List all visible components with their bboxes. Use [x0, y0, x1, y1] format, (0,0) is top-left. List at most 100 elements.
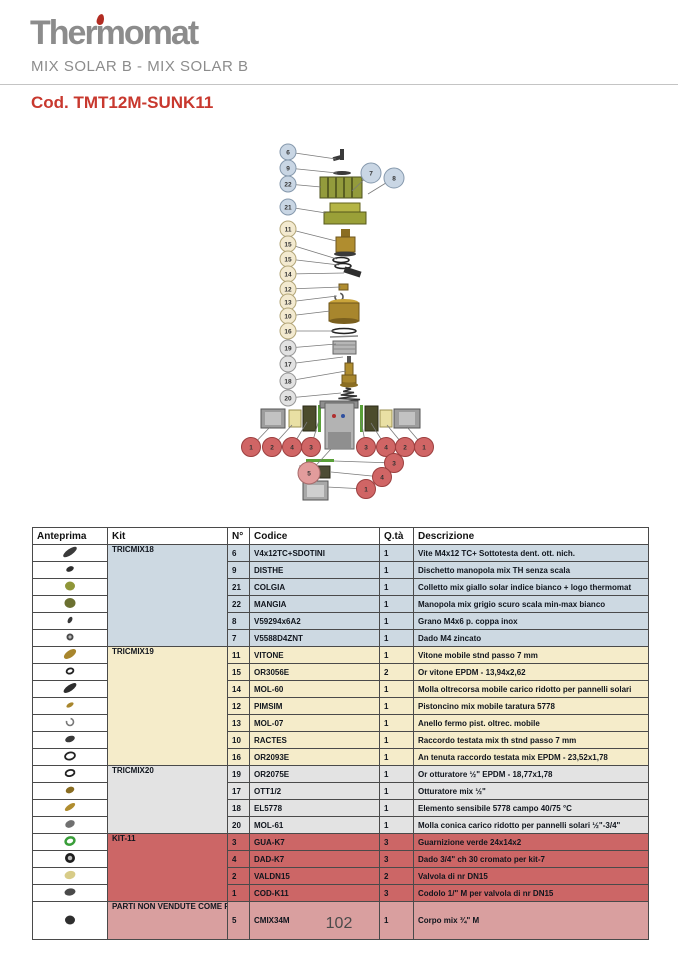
preview-cell	[32, 850, 108, 868]
part-preview-icon	[65, 735, 75, 743]
description-cell: Guarnizione verde 24x14x2	[413, 833, 649, 851]
diagram-part	[343, 266, 362, 278]
kit-cell: TRICMIX18	[107, 544, 228, 647]
code-cell: EL5778	[249, 799, 380, 817]
part-preview-icon	[65, 717, 75, 727]
svg-text:21: 21	[284, 204, 292, 211]
diagram-part	[335, 236, 356, 253]
diagram-part	[318, 405, 321, 432]
balloon-10: 10	[279, 307, 297, 325]
header-divider	[0, 84, 678, 85]
table-row: TRICMIX19 11 VITONE 1 Vitone mobile stnd pas…	[32, 646, 649, 766]
diagram-part	[364, 405, 379, 432]
preview-cell	[32, 799, 108, 817]
part-number-cell: 11	[227, 646, 250, 664]
balloon-leader-line	[287, 258, 340, 266]
column-header-3: N°	[227, 527, 250, 545]
description-cell: Raccordo testata mix th stnd passo 7 mm	[413, 731, 649, 749]
balloon-2: 2	[395, 437, 415, 457]
description-cell: Dado M4 zincato	[413, 629, 649, 647]
svg-text:3: 3	[309, 444, 313, 451]
balloon-8: 8	[383, 167, 405, 189]
code-cell: MOL-60	[249, 680, 380, 698]
qty-cell: 1	[379, 646, 414, 664]
qty-cell: 3	[379, 884, 414, 902]
table-row: 20 MOL-61 1 Molla conica carico ridotto per…	[32, 816, 649, 834]
preview-cell	[32, 833, 108, 851]
part-number-cell: 17	[227, 782, 250, 800]
balloon-9: 9	[279, 159, 297, 177]
table-row: TRICMIX20 19 OR2075E 1 Or otturatore ½" EPDM…	[32, 765, 649, 834]
qty-cell: 1	[379, 680, 414, 698]
qty-cell: 1	[379, 578, 414, 596]
table-row: 14 MOL-60 1 Molla oltrecorsa mobile carico …	[32, 680, 649, 698]
balloon-12: 12	[279, 280, 297, 298]
part-number-cell: 18	[227, 799, 250, 817]
balloon-4: 4	[282, 437, 302, 457]
qty-cell: 1	[379, 765, 414, 783]
table-row: 18 EL5778 1 Elemento sensibile 5778 campo 4…	[32, 799, 649, 817]
part-number-cell: 3	[227, 833, 250, 851]
description-cell: Vitone mobile stnd passo 7 mm	[413, 646, 649, 664]
qty-cell: 1	[379, 782, 414, 800]
svg-text:1: 1	[422, 444, 426, 451]
svg-text:18: 18	[284, 378, 292, 385]
svg-text:6: 6	[286, 149, 290, 156]
code-cell: MOL-61	[249, 816, 380, 834]
column-header-2: Kit	[107, 527, 228, 545]
svg-text:3: 3	[392, 460, 396, 467]
part-preview-icon	[64, 768, 76, 778]
part-number-cell: 4	[227, 850, 250, 868]
diagram-part	[340, 149, 344, 160]
description-cell: Or vitone EPDM - 13,94x2,62	[413, 663, 649, 681]
balloon-1: 1	[356, 479, 376, 499]
description-cell: Manopola mix grigio scuro scala min-max …	[413, 595, 649, 613]
svg-text:10: 10	[284, 313, 292, 320]
balloon-leader-line	[287, 286, 342, 290]
diagram-part	[334, 262, 352, 270]
balloon-19: 19	[279, 339, 297, 357]
diagram-part	[341, 414, 345, 418]
parts-table: Anteprima Kit N° Codice Q.tà Descrizione TRIC…	[32, 527, 649, 940]
description-cell: Colletto mix giallo solar indice bianco …	[413, 578, 649, 596]
diagram-part	[333, 171, 351, 175]
code-cell: V59294x6A2	[249, 612, 380, 630]
part-number-cell: 15	[227, 663, 250, 681]
diagram-part	[347, 356, 351, 364]
table-row: 22 MANGIA 1 Manopola mix grigio scuro scala…	[32, 595, 649, 613]
table-row: PARTI NON VENDUTE COME RICAMBI5CMIX34M1C…	[32, 901, 649, 940]
preview-cell	[32, 680, 108, 698]
part-number-cell: 16	[227, 748, 250, 766]
preview-cell	[32, 748, 108, 766]
description-cell: Molla conica carico ridotto per pannelli…	[413, 816, 649, 834]
table-header-row: Anteprima Kit N° Codice Q.tà Descrizione	[32, 527, 649, 545]
preview-cell	[32, 595, 108, 613]
diagram-part	[334, 251, 356, 257]
balloon-leader-line	[333, 460, 395, 464]
diagram-part	[329, 318, 359, 324]
part-number-cell: 9	[227, 561, 250, 579]
preview-cell	[32, 561, 108, 579]
qty-cell: 1	[379, 544, 414, 562]
svg-text:4: 4	[290, 444, 294, 451]
svg-text:14: 14	[284, 271, 292, 278]
qty-cell: 1	[379, 799, 414, 817]
diagram-part	[344, 362, 354, 376]
preview-cell	[32, 578, 108, 596]
description-cell: Elemento sensibile 5778 campo 40/75 °C	[413, 799, 649, 817]
diagram-part	[332, 414, 336, 418]
svg-text:17: 17	[284, 361, 292, 368]
part-preview-icon	[64, 598, 76, 608]
qty-cell: 1	[379, 697, 414, 715]
diagram-part	[332, 154, 343, 162]
table-row: 12 PIMSIM 1 Pistoncino mix mobile taratura …	[32, 697, 649, 715]
svg-text:7: 7	[369, 170, 373, 177]
qty-cell: 1	[379, 561, 414, 579]
svg-text:9: 9	[286, 165, 290, 172]
description-cell: Corpo mix ¾" M	[413, 901, 649, 940]
svg-text:12: 12	[284, 286, 292, 293]
diagram-part	[335, 387, 361, 404]
code-cell: MOL-07	[249, 714, 380, 732]
balloon-4: 4	[376, 437, 396, 457]
